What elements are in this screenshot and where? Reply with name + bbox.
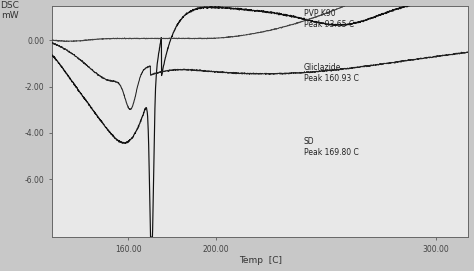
Text: Gliclazide
Peak 160.93 C: Gliclazide Peak 160.93 C (304, 63, 359, 83)
Y-axis label: DSC
mW: DSC mW (0, 1, 19, 20)
X-axis label: Temp  [C]: Temp [C] (238, 256, 282, 265)
Text: SD
Peak 169.80 C: SD Peak 169.80 C (304, 137, 359, 157)
Text: PVP K90
Peak 93.65 C: PVP K90 Peak 93.65 C (304, 9, 354, 30)
